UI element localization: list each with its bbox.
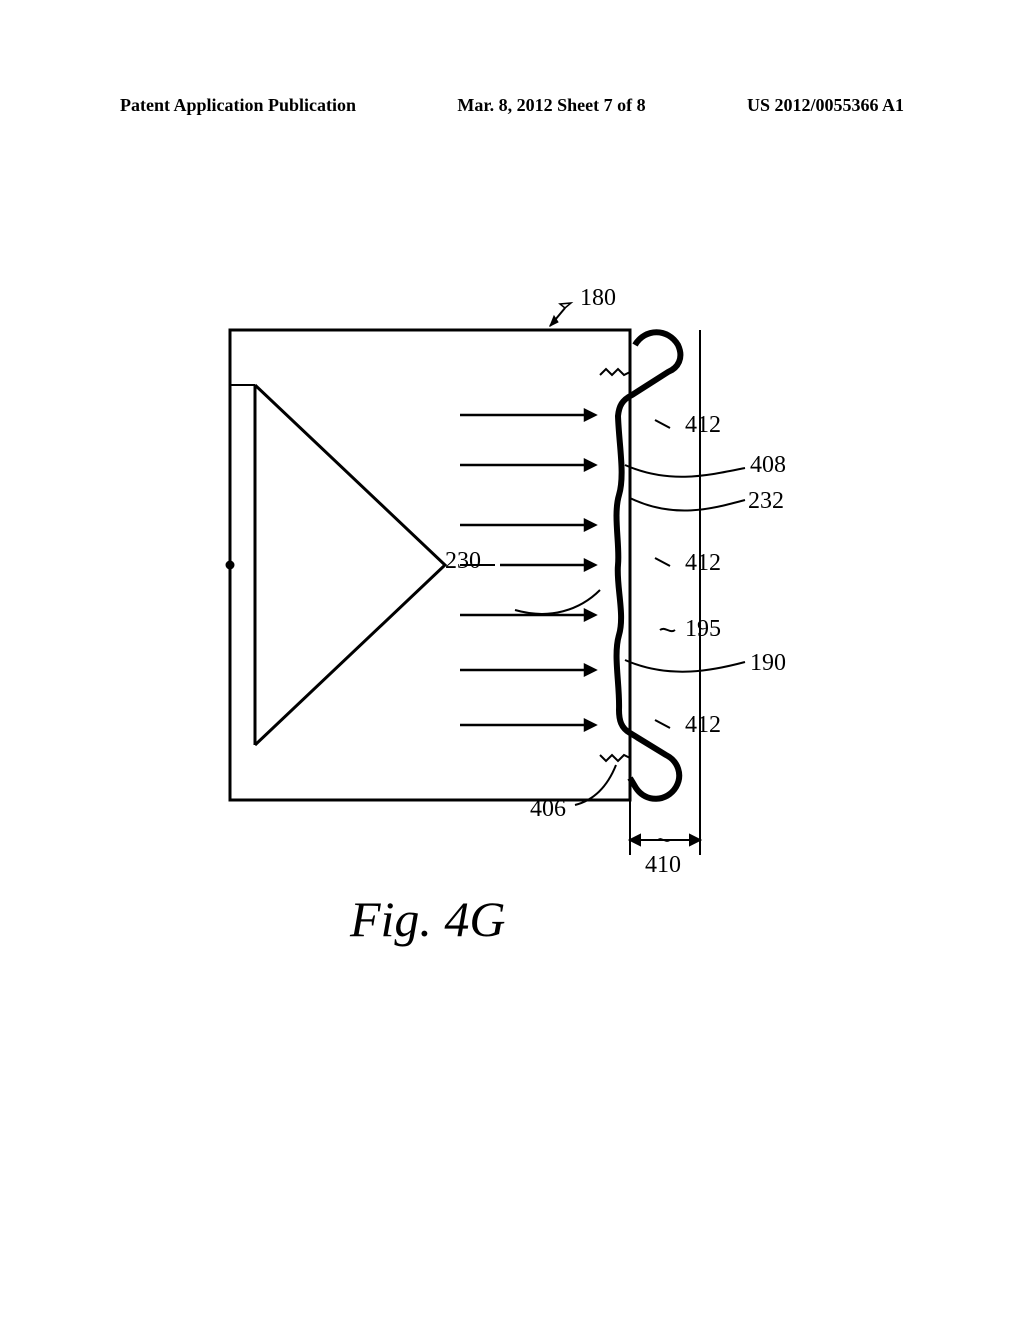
leader-190 [625, 660, 745, 672]
header-right: US 2012/0055366 A1 [747, 95, 904, 116]
leader-232 [630, 498, 745, 511]
header-center: Mar. 8, 2012 Sheet 7 of 8 [457, 95, 645, 116]
header-left: Patent Application Publication [120, 95, 356, 116]
label-412c: 412 [685, 712, 721, 739]
leader-412a [655, 420, 670, 428]
leader-408 [625, 465, 745, 477]
break-top [600, 369, 630, 375]
figure-caption: Fig. 4G [350, 890, 506, 948]
page-header: Patent Application Publication Mar. 8, 2… [0, 95, 1024, 116]
leader-412c [655, 720, 670, 728]
label-180: 180 [580, 285, 616, 312]
label-408: 408 [750, 452, 786, 479]
leader-180 [550, 303, 571, 326]
dim-410 [630, 800, 700, 855]
leader-412b [655, 558, 670, 566]
triangle-edge [255, 385, 445, 745]
membrane [617, 332, 681, 799]
label-190: 190 [750, 650, 786, 677]
left-dot [226, 561, 234, 569]
label-406: 406 [530, 796, 566, 823]
label-230: 230 [445, 548, 481, 575]
figure-svg [200, 300, 900, 950]
label-412a: 412 [685, 412, 721, 439]
label-410: 410 [645, 852, 681, 879]
figure-4g: 180 230 412 408 232 412 195 190 412 406 … [200, 300, 900, 950]
label-412b: 412 [685, 550, 721, 577]
break-bottom [600, 755, 630, 761]
label-232: 232 [748, 488, 784, 515]
label-195: 195 [685, 616, 721, 643]
leader-195 [660, 629, 675, 631]
